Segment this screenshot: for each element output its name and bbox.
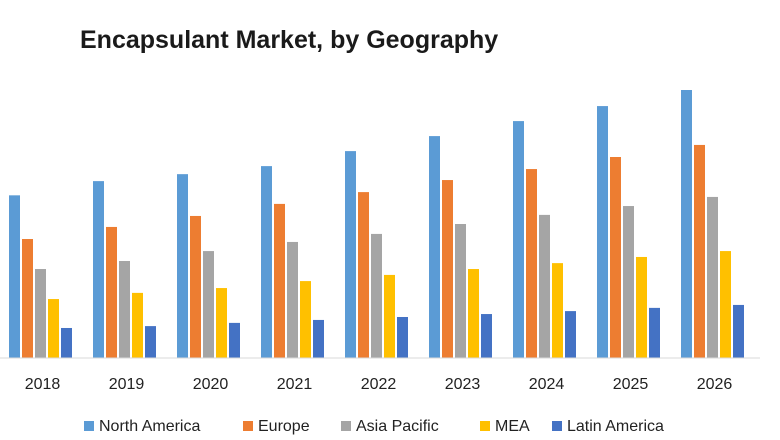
bar-europe-2025 <box>610 157 621 358</box>
legend-label-north-america: North America <box>99 418 200 435</box>
bar-asia-pacific-2023 <box>455 224 466 358</box>
bar-north-america-2020 <box>177 174 188 358</box>
bar-mea-2024 <box>552 263 563 358</box>
bar-europe-2020 <box>190 215 201 358</box>
legend: North America Europe Asia Pacific MEA Latin … <box>84 418 664 435</box>
legend-label-mea: MEA <box>495 418 530 435</box>
bar-latin-america-2024 <box>565 311 576 358</box>
legend-swatch-asia-pacific <box>341 421 351 431</box>
bar-latin-america-2021 <box>313 319 324 358</box>
bar-mea-2021 <box>300 281 311 358</box>
bar-asia-pacific-2026 <box>707 196 718 358</box>
bar-north-america-2021 <box>261 166 272 358</box>
x-tick-label: 2021 <box>277 376 313 393</box>
bar-asia-pacific-2019 <box>119 260 130 358</box>
bar-europe-2022 <box>358 192 369 358</box>
legend-swatch-north-america <box>84 421 94 431</box>
bar-north-america-2022 <box>345 151 356 358</box>
x-tick-labels: 2018 2019 2020 2021 2022 2023 2024 2025 2026 <box>25 376 733 393</box>
bar-latin-america-2020 <box>229 322 240 358</box>
legend-swatch-latin-america <box>552 421 562 431</box>
bar-asia-pacific-2018 <box>35 269 46 358</box>
bar-latin-america-2019 <box>145 326 156 358</box>
bar-europe-2021 <box>274 203 285 358</box>
chart-title: Encapsulant Market, by Geography <box>80 26 499 54</box>
bar-mea-2019 <box>132 292 143 358</box>
x-tick-label: 2026 <box>697 376 733 393</box>
x-tick-label: 2020 <box>193 376 229 393</box>
x-tick-label: 2019 <box>109 376 145 393</box>
bar-north-america-2025 <box>597 106 608 358</box>
x-tick-label: 2018 <box>25 376 61 393</box>
bar-europe-2024 <box>526 169 537 358</box>
bars-group <box>9 90 744 358</box>
bar-mea-2020 <box>216 288 227 358</box>
bar-north-america-2023 <box>429 136 440 358</box>
bar-north-america-2026 <box>681 90 692 358</box>
bar-latin-america-2026 <box>733 304 744 358</box>
x-tick-label: 2024 <box>529 376 565 393</box>
bar-north-america-2019 <box>93 181 104 358</box>
bar-asia-pacific-2021 <box>287 241 298 358</box>
bar-asia-pacific-2020 <box>203 251 214 358</box>
bar-asia-pacific-2025 <box>623 206 634 358</box>
bar-mea-2026 <box>720 251 731 358</box>
bar-mea-2018 <box>48 299 59 358</box>
legend-label-latin-america: Latin America <box>567 418 664 435</box>
bar-latin-america-2018 <box>61 327 72 358</box>
bar-asia-pacific-2022 <box>371 233 382 358</box>
legend-swatch-europe <box>243 421 253 431</box>
x-tick-label: 2025 <box>613 376 649 393</box>
x-tick-label: 2023 <box>445 376 481 393</box>
bar-europe-2023 <box>442 180 453 358</box>
x-tick-label: 2022 <box>361 376 397 393</box>
bar-north-america-2018 <box>9 195 20 358</box>
legend-label-europe: Europe <box>258 418 310 435</box>
bar-europe-2019 <box>106 226 117 358</box>
bar-mea-2025 <box>636 256 647 358</box>
bar-north-america-2024 <box>513 121 524 358</box>
bar-latin-america-2022 <box>397 316 408 358</box>
bar-europe-2018 <box>22 239 33 358</box>
bar-latin-america-2025 <box>649 307 660 358</box>
bar-europe-2026 <box>694 144 705 358</box>
bar-latin-america-2023 <box>481 314 492 358</box>
legend-swatch-mea <box>480 421 490 431</box>
bar-mea-2022 <box>384 274 395 358</box>
bar-asia-pacific-2024 <box>539 214 550 358</box>
legend-label-asia-pacific: Asia Pacific <box>356 418 439 435</box>
bar-mea-2023 <box>468 269 479 358</box>
